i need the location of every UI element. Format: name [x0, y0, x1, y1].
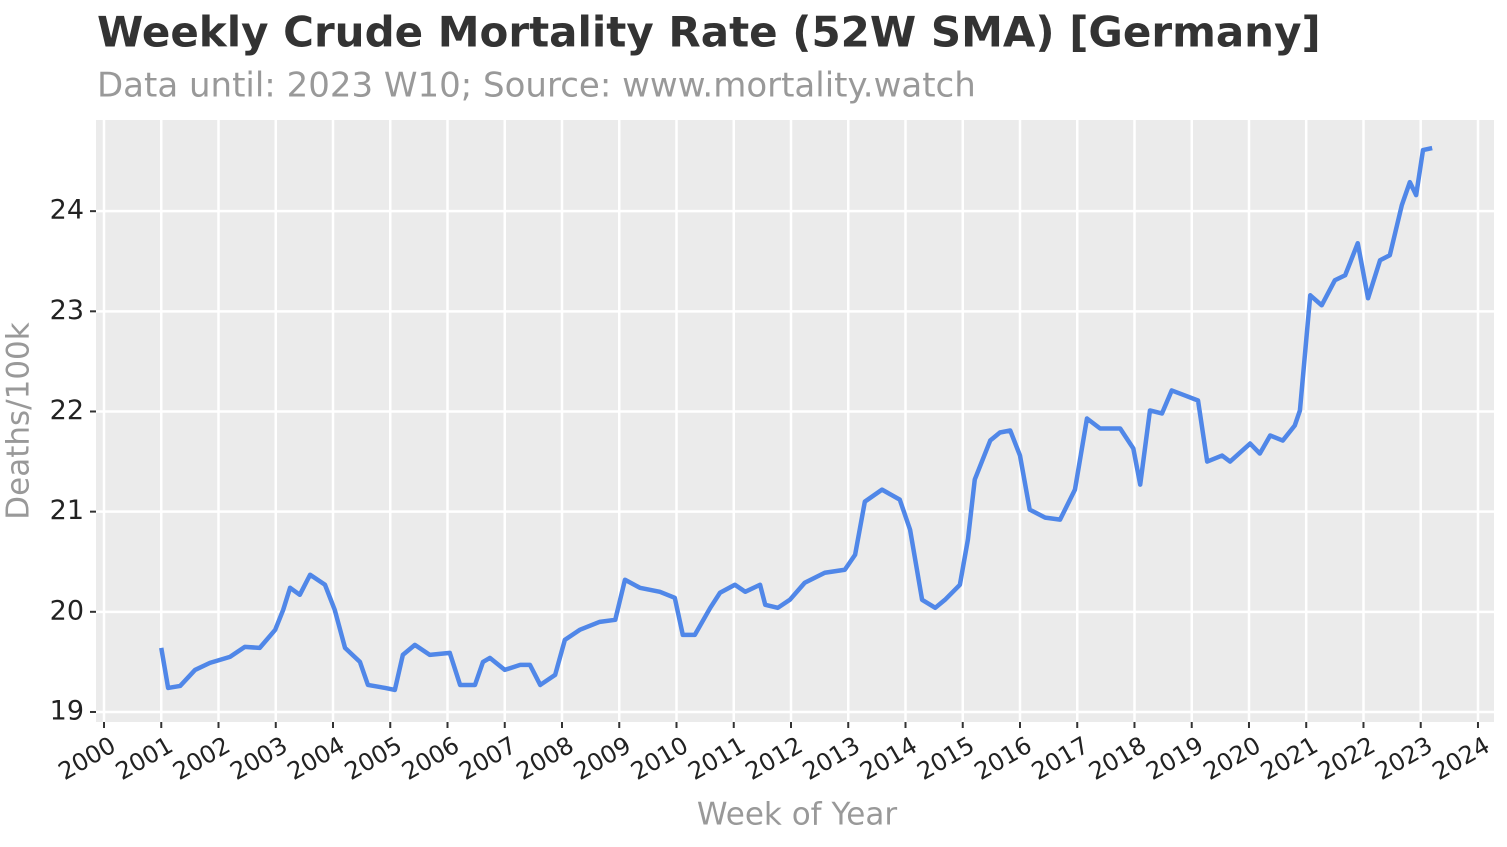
y-tick-label: 23 — [50, 295, 84, 326]
x-tick-label: 2005 — [340, 731, 407, 786]
x-tick-label: 2010 — [626, 731, 693, 786]
y-tick-label: 20 — [50, 595, 84, 626]
y-tick-label: 21 — [50, 495, 84, 526]
y-tick-label: 22 — [50, 395, 84, 426]
x-tick-label: 2013 — [798, 731, 865, 786]
x-tick-label: 2006 — [397, 731, 464, 786]
x-tick-label: 2003 — [225, 731, 292, 786]
x-tick-label: 2017 — [1027, 731, 1094, 786]
x-tick-label: 2018 — [1084, 731, 1151, 786]
x-tick-label: 2015 — [912, 731, 979, 786]
plot-background — [96, 120, 1494, 722]
x-tick-label: 2023 — [1370, 731, 1437, 786]
x-tick-label: 2022 — [1313, 731, 1380, 786]
y-axis-label: Deaths/100k — [1, 322, 37, 520]
x-tick-label: 2024 — [1428, 731, 1495, 786]
x-tick-label: 2021 — [1256, 731, 1323, 786]
x-tick-label: 2001 — [111, 731, 178, 786]
chart-subtitle: Data until: 2023 W10; Source: www.mortal… — [97, 66, 976, 106]
x-tick-label: 2000 — [54, 731, 121, 786]
x-tick-label: 2020 — [1199, 731, 1266, 786]
x-tick-label: 2014 — [855, 731, 922, 786]
x-tick-label: 2004 — [283, 731, 350, 786]
y-tick-label: 19 — [50, 695, 84, 726]
x-tick-label: 2016 — [970, 731, 1037, 786]
x-axis-label: Week of Year — [697, 797, 897, 833]
chart-title: Weekly Crude Mortality Rate (52W SMA) [G… — [97, 8, 1321, 57]
x-tick-label: 2012 — [741, 731, 808, 786]
x-tick-label: 2019 — [1141, 731, 1208, 786]
x-tick-label: 2011 — [683, 731, 750, 786]
x-tick-label: 2002 — [168, 731, 235, 786]
x-tick-label: 2007 — [454, 731, 521, 786]
x-tick-label: 2008 — [512, 731, 579, 786]
data-line — [159, 145, 1433, 693]
x-tick-label: 2009 — [569, 731, 636, 786]
y-tick-label: 24 — [50, 195, 84, 226]
